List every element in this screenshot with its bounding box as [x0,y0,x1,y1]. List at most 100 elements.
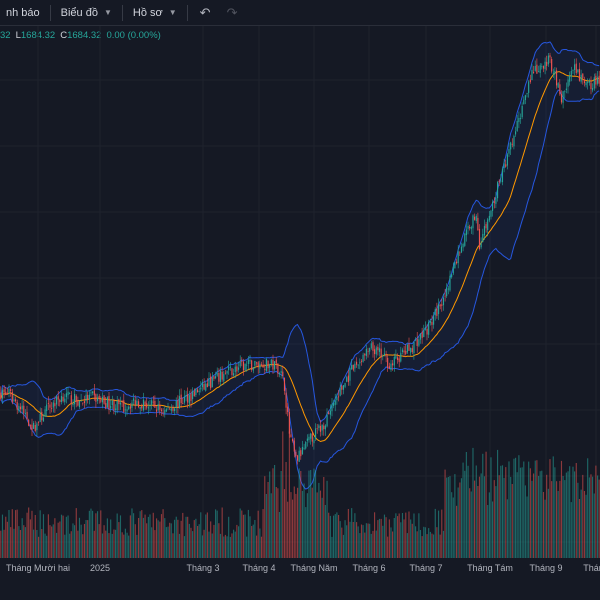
candle-body [413,341,415,354]
candle-body [503,163,505,168]
volume-bar [11,509,13,558]
volume-bar [378,518,381,558]
volume-bar [192,531,194,558]
volume-bar [259,528,261,558]
volume-bar [242,514,245,558]
candle-body [436,308,438,316]
volume-bar [19,530,22,558]
candle-body [226,371,228,374]
volume-bar [436,527,438,558]
candle-body [515,131,517,135]
candle-body [398,358,400,362]
candle-body [454,262,456,269]
candle-body [449,275,451,291]
candle-body [182,403,184,404]
candle-body [480,242,482,248]
candle-body [508,149,510,154]
candle-body [544,61,546,70]
candle-body [334,400,336,405]
volume-bar [557,491,559,558]
volume-bar [187,516,189,558]
candle-body [490,210,492,217]
candle-body [47,403,49,404]
volume-bar [428,528,430,558]
candle-body [56,396,58,405]
volume-bar [595,465,597,558]
volume-bar [506,499,508,558]
volume-bar [272,468,274,558]
candle-body [310,433,312,439]
candle-body [187,394,189,403]
toolbar-divider [49,4,51,21]
volume-bar [511,484,513,558]
volume-bar [180,520,182,558]
candle-body [546,61,548,66]
band-fill [0,42,600,489]
candle-body [313,440,315,444]
volume-bar [321,497,323,558]
volume-bar [249,516,251,558]
volume-bar [552,456,554,558]
volume-bar [319,490,322,558]
candle-body [359,362,361,364]
volume-bar [385,517,387,558]
candle-body [256,362,258,364]
candle-body [183,396,186,403]
toolbar-divider [121,4,123,21]
volume-bar [80,524,82,558]
volume-bar [556,481,558,558]
volume-bar [274,465,276,558]
volume-bar [13,528,15,558]
chart-menu-button[interactable]: Biểu đồ ▼ [55,0,118,26]
x-tick-label: Tháng 4 [242,563,275,573]
candle-body [505,164,507,167]
candle-body [138,401,140,407]
volume-bar [429,531,431,558]
candle-body [388,366,390,369]
volume-bar [401,513,404,558]
volume-bar [164,518,166,558]
volume-bar [452,497,454,558]
candle-body [246,364,248,366]
candle-body [124,409,126,411]
volume-bar [23,525,25,558]
candle-body [418,339,420,346]
volume-bar [106,518,108,558]
candle-body [328,412,330,415]
candle-body [554,70,556,74]
candle-body [249,360,251,362]
volume-bar [521,467,523,558]
volume-bar [198,524,200,558]
candle-body [444,295,446,297]
profile-menu-button[interactable]: Hồ sơ ▼ [127,0,183,26]
candle-body [180,394,182,404]
volume-bar [356,522,358,558]
candle-body [188,395,190,404]
volume-bar [129,515,131,558]
volume-bar [269,471,271,558]
candle-body [497,182,499,199]
alert-button[interactable]: nh báo [0,0,46,26]
volume-bar [533,473,535,558]
candle-body [434,309,436,316]
candle-body [6,393,8,394]
candle-body [341,385,343,390]
volume-bar [101,533,104,558]
volume-bar [251,526,253,558]
volume-bar [10,527,12,558]
candle-body [528,81,530,93]
volume-bar [285,462,287,558]
volume-bar [365,523,367,558]
volume-bar [472,447,474,558]
redo-icon[interactable]: ↷ [226,4,238,20]
candle-body [216,372,218,376]
candle-body [247,359,249,364]
volume-bar [57,522,59,558]
volume-bar [323,477,325,558]
candle-body [116,400,118,411]
candle-body [301,446,304,455]
candle-body [260,364,263,366]
undo-icon[interactable]: ↶ [199,4,211,20]
candle-body [203,384,205,390]
